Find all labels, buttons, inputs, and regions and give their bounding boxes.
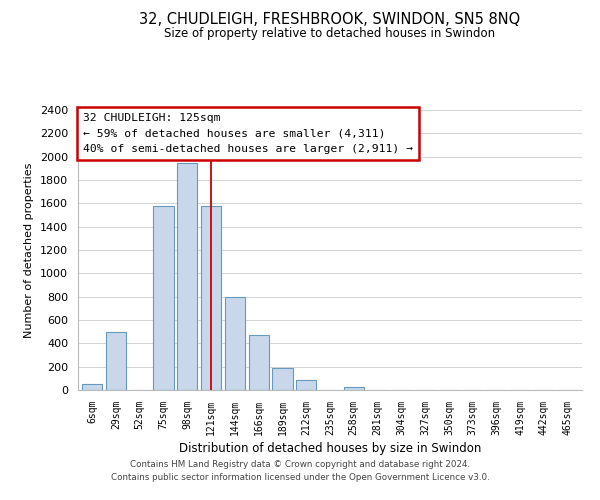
- X-axis label: Distribution of detached houses by size in Swindon: Distribution of detached houses by size …: [179, 442, 481, 455]
- Text: Size of property relative to detached houses in Swindon: Size of property relative to detached ho…: [164, 28, 496, 40]
- Bar: [272, 368, 293, 390]
- Bar: [82, 384, 103, 390]
- Bar: [201, 206, 221, 390]
- Bar: [154, 206, 173, 390]
- Bar: [106, 332, 126, 390]
- Text: Contains HM Land Registry data © Crown copyright and database right 2024.
Contai: Contains HM Land Registry data © Crown c…: [110, 460, 490, 482]
- Y-axis label: Number of detached properties: Number of detached properties: [25, 162, 34, 338]
- Bar: [344, 386, 364, 390]
- Bar: [225, 296, 245, 390]
- Text: 32 CHUDLEIGH: 125sqm
← 59% of detached houses are smaller (4,311)
40% of semi-de: 32 CHUDLEIGH: 125sqm ← 59% of detached h…: [83, 113, 413, 154]
- Bar: [296, 380, 316, 390]
- Bar: [248, 335, 269, 390]
- Bar: [177, 162, 197, 390]
- Text: 32, CHUDLEIGH, FRESHBROOK, SWINDON, SN5 8NQ: 32, CHUDLEIGH, FRESHBROOK, SWINDON, SN5 …: [139, 12, 521, 28]
